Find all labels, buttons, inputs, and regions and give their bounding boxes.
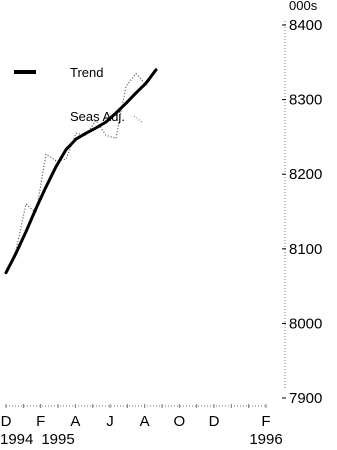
y-tick-label: 8400: [289, 17, 322, 34]
x-tick-label: J: [106, 413, 114, 430]
trend-line: [4, 68, 158, 275]
y-tick-label: 8200: [289, 166, 322, 183]
x-tick-label: A: [140, 413, 150, 430]
x-tick-label: F: [36, 413, 45, 430]
x-tick-label: D: [209, 413, 220, 430]
series-lines: [4, 67, 158, 275]
y-tick-label: 8100: [289, 241, 322, 258]
x-tick-label: F: [261, 413, 270, 430]
x-tick-label: O: [173, 413, 185, 430]
legend-seas-adj-label: Seas Adj.: [70, 109, 125, 124]
x-year-label: 1994: [0, 431, 33, 448]
legend-trend-label: Trend: [70, 65, 103, 80]
y-tick-label: 7900: [289, 390, 322, 407]
y-tick-label: 8300: [289, 92, 322, 109]
x-tick-label: D: [1, 413, 12, 430]
units-label: 000s: [289, 0, 318, 13]
x-year-label: 1995: [41, 431, 74, 448]
x-tick-label: A: [70, 413, 80, 430]
seas-adj-leader: [133, 115, 143, 123]
y-tick-label: 8000: [289, 315, 322, 332]
axes: [5, 21, 286, 408]
x-year-label: 1996: [249, 431, 282, 448]
legend: Trend Seas Adj.: [14, 65, 125, 124]
seas-adj-line: [5, 67, 157, 273]
